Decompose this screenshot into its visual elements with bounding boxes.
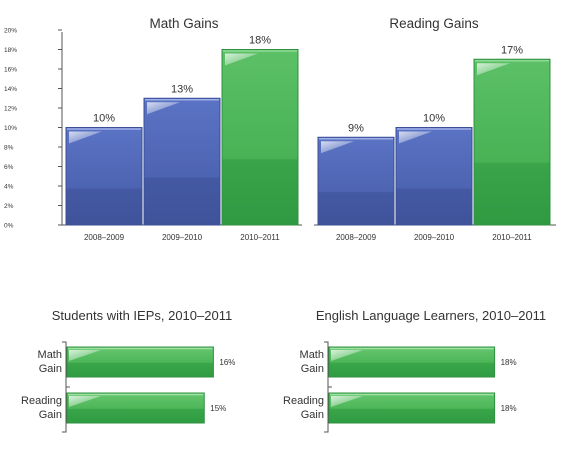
bar-shine xyxy=(331,396,363,407)
category-label: Gain xyxy=(39,363,62,375)
bar-shine xyxy=(225,53,258,66)
y-tick-label: 2% xyxy=(4,203,14,210)
x-tick-label: 2008–2009 xyxy=(336,233,377,242)
bar-shine xyxy=(477,63,510,76)
category-label: Math xyxy=(38,349,62,361)
y-tick-label: 8% xyxy=(4,145,14,152)
y-tick-label: 18% xyxy=(4,47,17,54)
category-label: Gain xyxy=(301,409,324,421)
y-axis: 0% 2% 4% 6% 8% 10% 12% 14% 16% 18% 20% xyxy=(4,28,63,230)
data-label: 18% xyxy=(501,404,517,413)
chart-title: English Language Learners, 2010–2011 xyxy=(316,308,546,323)
x-tick-label: 2010–2011 xyxy=(492,233,532,242)
data-label: 10% xyxy=(423,113,445,125)
data-label: 10% xyxy=(93,113,115,125)
y-tick-label: 12% xyxy=(4,106,17,113)
y-tick-label: 6% xyxy=(4,164,14,171)
category-label: Gain xyxy=(301,363,324,375)
chart-students-with-ieps: Students with IEPs, 2010–2011 16% Math Gai… xyxy=(21,308,235,433)
y-tick-label: 10% xyxy=(4,125,17,132)
bar xyxy=(221,49,299,226)
category-label: Reading xyxy=(21,395,62,407)
hbar-Reading-Gain: 18% xyxy=(328,392,517,424)
bar xyxy=(395,127,473,226)
category-label: Reading xyxy=(283,395,324,407)
category-bracket xyxy=(62,341,70,433)
hbar-Math-Gain: 16% xyxy=(66,346,235,378)
data-label: 9% xyxy=(348,122,364,134)
chart-title: Math Gains xyxy=(149,16,218,31)
chart-title: Reading Gains xyxy=(389,16,479,31)
category-label: Math xyxy=(300,349,324,361)
chart-reading-gains: Reading Gains 9% 2008–2009 10% 2009–2010 17%… xyxy=(314,16,556,242)
data-label: 16% xyxy=(219,358,235,367)
bar-shine xyxy=(399,131,432,144)
bar-2008–2009: 10% xyxy=(65,113,143,226)
y-tick-label: 14% xyxy=(4,86,17,93)
bar-shine xyxy=(69,350,101,361)
bar-2010–2011: 17% xyxy=(473,44,551,226)
bar xyxy=(65,127,143,226)
bar-2008–2009: 9% xyxy=(317,122,395,226)
x-tick-label: 2008–2009 xyxy=(84,233,125,242)
hbar-Reading-Gain: 15% xyxy=(66,392,226,424)
bar-shine xyxy=(147,102,180,115)
chart-english-language-learners: English Language Learners, 2010–2011 18%… xyxy=(283,308,546,433)
x-tick-label: 2009–2010 xyxy=(414,233,455,242)
bar-2009–2010: 13% xyxy=(143,83,221,226)
category-label: Gain xyxy=(39,409,62,421)
bar-shine xyxy=(321,141,354,154)
data-label: 13% xyxy=(171,83,193,95)
data-label: 15% xyxy=(210,404,226,413)
data-label: 18% xyxy=(501,358,517,367)
y-tick-label: 16% xyxy=(4,67,17,74)
y-tick-label: 4% xyxy=(4,184,14,191)
bar-2009–2010: 10% xyxy=(395,113,473,226)
data-label: 17% xyxy=(501,44,523,56)
bar-shine xyxy=(331,350,363,361)
y-tick-label: 20% xyxy=(4,28,17,35)
category-bracket xyxy=(324,341,332,433)
x-tick-label: 2009–2010 xyxy=(162,233,203,242)
bar-2010–2011: 18% xyxy=(221,35,299,226)
hbar-Math-Gain: 18% xyxy=(328,346,517,378)
bar xyxy=(473,58,551,226)
data-label: 18% xyxy=(249,35,271,47)
bar-shine xyxy=(69,131,102,144)
y-tick-label: 0% xyxy=(4,223,14,230)
chart-math-gains: Math Gains 0%2%4%6%8%10%12%14%16%18%20% … xyxy=(4,16,302,242)
chart-title: Students with IEPs, 2010–2011 xyxy=(52,308,232,323)
bar xyxy=(143,97,221,226)
x-tick-label: 2010–2011 xyxy=(240,233,280,242)
bar xyxy=(317,136,395,226)
bar-shine xyxy=(69,396,101,407)
